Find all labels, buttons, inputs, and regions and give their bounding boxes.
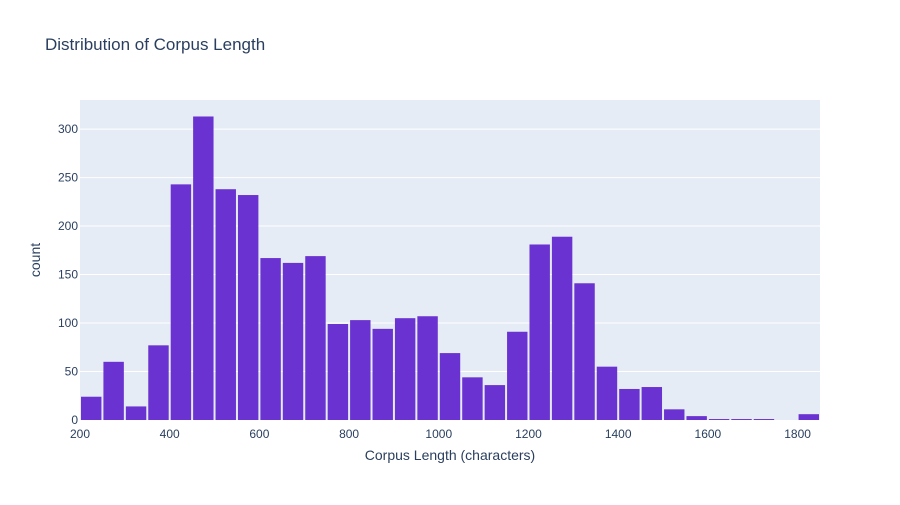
y-tick-label: 100 (58, 316, 78, 330)
histogram-bar (484, 385, 506, 420)
x-axis-label: Corpus Length (characters) (365, 447, 535, 463)
histogram-bar (731, 419, 752, 420)
histogram-bar (529, 244, 550, 420)
histogram-bar (350, 320, 371, 420)
histogram-bar (237, 195, 259, 420)
x-tick-label: 400 (160, 427, 180, 441)
histogram-bar (193, 116, 214, 420)
histogram-bar (641, 387, 663, 420)
x-tick-label: 1800 (784, 427, 811, 441)
y-tick-label: 300 (58, 122, 78, 136)
histogram-bar (798, 414, 819, 420)
x-tick-label: 1200 (515, 427, 542, 441)
x-tick-label: 1600 (695, 427, 722, 441)
histogram-bar (81, 396, 102, 420)
y-tick-label: 0 (71, 413, 78, 427)
chart-title: Distribution of Corpus Length (45, 35, 265, 54)
y-tick-label: 50 (65, 365, 79, 379)
x-tick-label: 600 (249, 427, 269, 441)
histogram-bar (664, 409, 685, 420)
histogram-bar (394, 318, 416, 420)
histogram-bar (507, 331, 528, 420)
histogram-bar (215, 189, 236, 420)
histogram-bar (260, 258, 281, 420)
histogram-bar (753, 419, 775, 420)
x-tick-label: 800 (339, 427, 359, 441)
histogram-bar (619, 388, 640, 420)
histogram-bar (462, 377, 483, 420)
histogram-bar (148, 345, 169, 420)
histogram-bar (125, 406, 147, 420)
histogram-bar (417, 316, 438, 420)
histogram-bar (327, 324, 349, 420)
histogram-bar (170, 184, 192, 420)
x-tick-label: 1400 (605, 427, 632, 441)
histogram-bar (305, 256, 326, 420)
histogram-bar (282, 262, 304, 420)
histogram-bar (439, 353, 461, 420)
histogram-bar (103, 361, 124, 420)
y-axis-label: count (27, 243, 43, 277)
y-tick-label: 250 (58, 171, 78, 185)
y-tick-label: 150 (58, 268, 78, 282)
histogram-bar (686, 416, 707, 420)
y-tick-label: 200 (58, 219, 78, 233)
histogram-bar (551, 236, 573, 420)
x-axis-ticks: 200 400 600 800 1000 1200 1400 1600 1800 (70, 427, 811, 441)
histogram-bar (372, 328, 393, 420)
y-axis-ticks: 0 50 100 150 200 250 300 (58, 122, 78, 427)
histogram-bar (708, 419, 730, 420)
x-tick-label: 200 (70, 427, 90, 441)
bars (81, 116, 819, 420)
histogram-bar (596, 366, 618, 420)
x-tick-label: 1000 (425, 427, 452, 441)
histogram-bar (574, 283, 595, 420)
